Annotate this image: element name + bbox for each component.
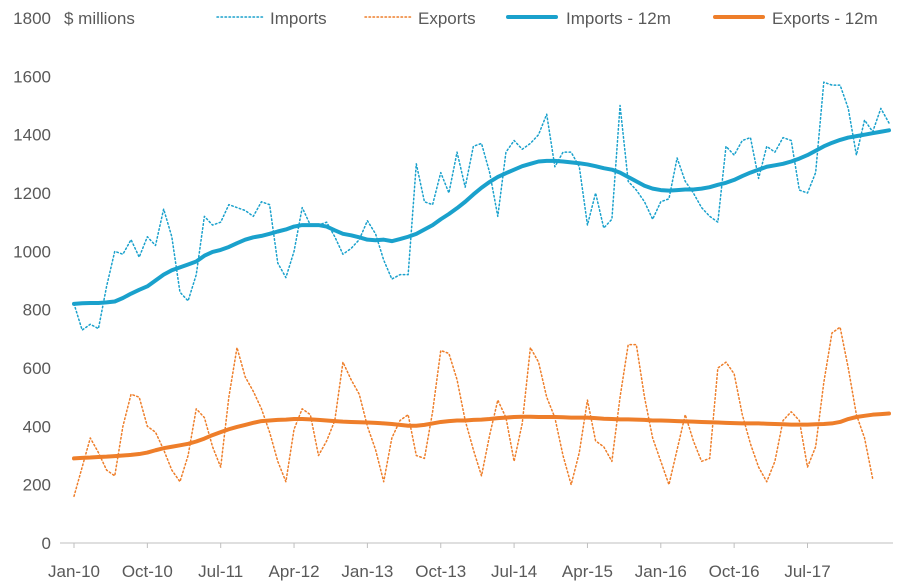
y-axis-unit-label: $ millions bbox=[64, 9, 135, 28]
y-tick-label: 200 bbox=[23, 476, 51, 495]
x-tick-label: Oct-10 bbox=[122, 562, 173, 581]
y-tick-label: 1200 bbox=[13, 184, 51, 203]
x-tick-label: Jul-11 bbox=[198, 562, 243, 581]
x-tick-label: Jan-13 bbox=[341, 562, 393, 581]
legend-label: Exports - 12m bbox=[772, 9, 878, 28]
legend-label: Exports bbox=[418, 9, 476, 28]
y-axis-ticks: 0 200 400 600 800 1000 1200 1400 1600 1800 bbox=[13, 9, 51, 553]
y-tick-label: 800 bbox=[23, 301, 51, 320]
series-line-imports bbox=[73, 81, 890, 331]
y-tick-label: 0 bbox=[42, 534, 51, 553]
y-tick-label: 1600 bbox=[13, 67, 51, 86]
x-tick-label: Apr-12 bbox=[269, 562, 320, 581]
y-tick-label: 1000 bbox=[13, 242, 51, 261]
series-line-exports bbox=[73, 326, 874, 498]
series-line-imports-12m bbox=[72, 128, 891, 306]
x-axis-ticks: Jan-10 Oct-10 Jul-11 Apr-12 Jan-13 Oct-13 Jul-… bbox=[48, 543, 831, 581]
legend: Imports Exports Imports - 12m Exports - 12m bbox=[216, 9, 878, 28]
x-tick-label: Jul-14 bbox=[491, 562, 537, 581]
series-layer bbox=[72, 81, 891, 498]
y-tick-label: 1800 bbox=[13, 9, 51, 28]
x-tick-label: Jul-17 bbox=[784, 562, 830, 581]
x-tick-label: Jan-10 bbox=[48, 562, 100, 581]
series-line-exports-12m bbox=[72, 411, 891, 461]
y-tick-label: 600 bbox=[23, 359, 51, 378]
legend-label: Imports - 12m bbox=[566, 9, 671, 28]
legend-label: Imports bbox=[270, 9, 327, 28]
y-tick-label: 400 bbox=[23, 417, 51, 436]
x-tick-label: Jan-16 bbox=[635, 562, 687, 581]
x-tick-label: Oct-16 bbox=[709, 562, 760, 581]
x-tick-label: Oct-13 bbox=[415, 562, 466, 581]
y-tick-label: 1400 bbox=[13, 126, 51, 145]
x-tick-label: Apr-15 bbox=[562, 562, 613, 581]
